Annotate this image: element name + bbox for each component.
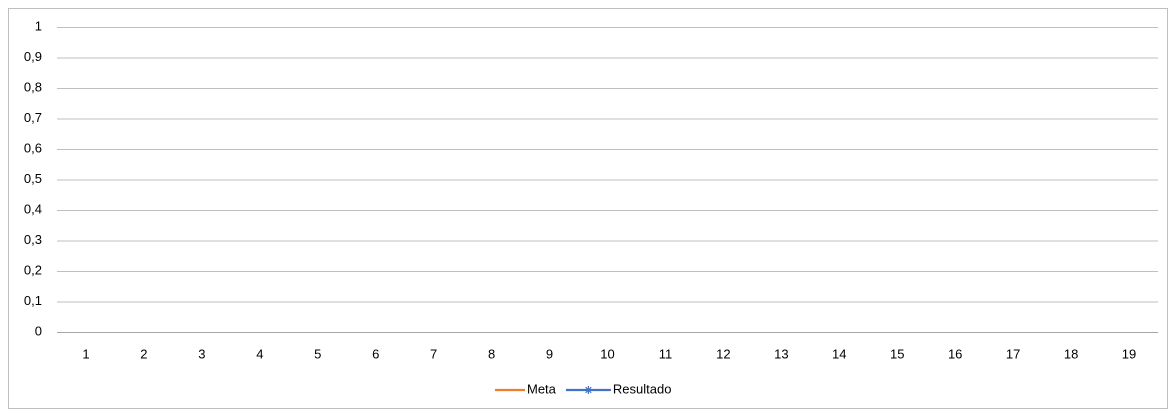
x-tick-label: 8 [488,346,495,361]
x-tick-label: 5 [314,346,321,361]
x-tick-label: 3 [198,346,205,361]
y-tick-label: 0,9 [24,49,42,64]
y-tick-label: 0,2 [24,262,42,277]
x-tick-label: 11 [659,346,673,361]
x-tick-label: 10 [600,346,614,361]
y-tick-label: 0,5 [24,171,42,186]
x-tick-label: 15 [890,346,904,361]
y-tick-label: 0,4 [24,201,42,216]
x-tick-label: 6 [372,346,379,361]
x-tick-label: 4 [256,346,263,361]
x-tick-label: 18 [1064,346,1078,361]
x-tick-label: 12 [716,346,730,361]
chart-border [8,8,1168,409]
y-tick-label: 1 [35,18,42,33]
x-tick-label: 17 [1006,346,1020,361]
y-tick-label: 0,6 [24,140,42,155]
x-tick-label: 1 [82,346,89,361]
y-tick-label: 0,8 [24,79,42,94]
x-tick-label: 16 [948,346,962,361]
y-tick-label: 0,3 [24,232,42,247]
x-tick-label: 13 [774,346,788,361]
x-tick-label: 19 [1122,346,1136,361]
x-tick-label: 7 [430,346,437,361]
x-tick-label: 9 [546,346,553,361]
x-tick-label: 2 [140,346,147,361]
y-tick-label: 0,1 [24,293,42,308]
x-tick-label: 14 [832,346,846,361]
legend-label: Resultado [613,381,672,396]
y-tick-label: 0 [35,323,42,338]
y-tick-label: 0,7 [24,110,42,125]
legend-label: Meta [527,381,557,396]
